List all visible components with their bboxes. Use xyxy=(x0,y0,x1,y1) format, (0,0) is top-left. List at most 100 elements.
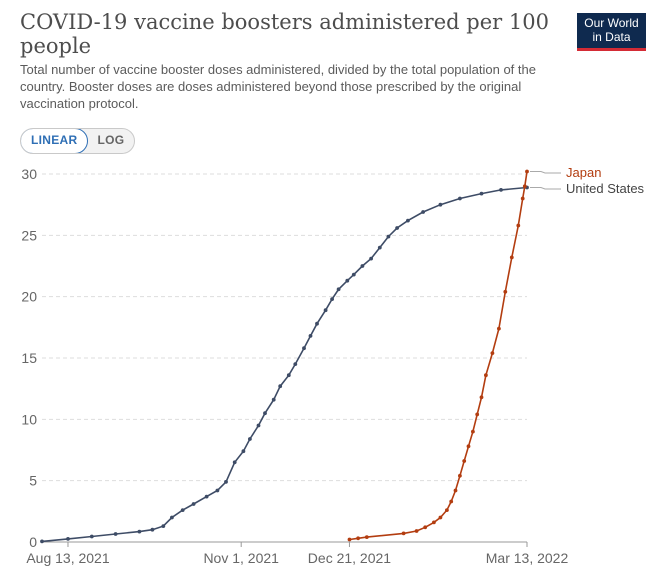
data-point-united-states[interactable] xyxy=(137,529,142,534)
data-point-japan[interactable] xyxy=(458,473,462,478)
data-point-united-states[interactable] xyxy=(180,508,185,512)
scale-toggle: LINEAR LOG xyxy=(20,128,136,154)
series-label-japan[interactable]: Japan xyxy=(566,165,601,180)
logo-line-2: in Data xyxy=(592,30,631,44)
data-point-united-states[interactable] xyxy=(406,218,410,223)
data-point-japan[interactable] xyxy=(449,499,454,504)
data-point-japan[interactable] xyxy=(520,196,525,201)
data-point-united-states[interactable] xyxy=(161,524,166,528)
y-tick-label: 15 xyxy=(21,350,37,366)
data-point-united-states[interactable] xyxy=(308,334,313,338)
data-point-united-states[interactable] xyxy=(386,234,391,239)
data-point-united-states[interactable] xyxy=(232,460,237,465)
data-point-united-states[interactable] xyxy=(150,527,155,532)
data-point-united-states[interactable] xyxy=(302,346,306,351)
log-scale-button[interactable]: LOG xyxy=(97,133,125,147)
data-point-united-states[interactable] xyxy=(499,188,503,192)
series-line-japan[interactable] xyxy=(349,171,528,541)
series-label-united-states[interactable]: United States xyxy=(566,181,645,196)
data-point-united-states[interactable] xyxy=(377,245,382,250)
data-point-japan[interactable] xyxy=(522,184,527,189)
y-tick-label: 20 xyxy=(21,289,37,305)
data-point-japan[interactable] xyxy=(364,535,369,539)
series-japan xyxy=(347,169,529,542)
data-point-united-states[interactable] xyxy=(351,272,356,277)
series-line-united-states[interactable] xyxy=(41,186,528,543)
data-point-united-states[interactable] xyxy=(248,437,252,441)
y-tick-label: 25 xyxy=(21,227,37,243)
data-point-united-states[interactable] xyxy=(271,397,276,402)
data-point-japan[interactable] xyxy=(471,429,475,434)
y-tick-label: 0 xyxy=(29,534,37,550)
chart-title: COVID-19 vaccine boosters administered p… xyxy=(20,10,549,58)
label-connector-japan xyxy=(530,171,561,174)
linear-scale-button[interactable]: LINEAR xyxy=(21,129,89,153)
data-point-united-states[interactable] xyxy=(89,534,94,539)
grid-lines xyxy=(42,173,527,543)
data-point-united-states[interactable] xyxy=(323,308,328,313)
y-tick-label: 5 xyxy=(29,473,37,489)
data-point-japan[interactable] xyxy=(432,520,436,525)
y-tick-label: 30 xyxy=(21,166,37,182)
data-point-japan[interactable] xyxy=(516,223,521,228)
data-point-united-states[interactable] xyxy=(315,321,319,326)
data-point-united-states[interactable] xyxy=(293,362,298,366)
data-point-united-states[interactable] xyxy=(360,264,365,268)
owid-logo[interactable]: Our World in Data xyxy=(577,13,646,51)
data-point-united-states[interactable] xyxy=(113,532,118,536)
x-tick-label: Nov 1, 2021 xyxy=(203,550,279,566)
data-point-japan[interactable] xyxy=(479,395,484,400)
data-point-japan[interactable] xyxy=(414,529,419,533)
data-point-united-states[interactable] xyxy=(458,196,462,201)
y-tick-label: 10 xyxy=(21,411,37,427)
data-point-united-states[interactable] xyxy=(256,423,261,428)
series-united-states xyxy=(40,185,529,544)
data-point-japan[interactable] xyxy=(509,255,514,260)
data-point-united-states[interactable] xyxy=(421,210,425,214)
data-point-japan[interactable] xyxy=(484,373,488,378)
data-point-united-states[interactable] xyxy=(286,373,291,378)
data-point-united-states[interactable] xyxy=(278,384,283,389)
data-point-united-states[interactable] xyxy=(438,202,443,207)
x-axis: Aug 13, 2021 Nov 1, 2021 Dec 21, 2021 Mar 1… xyxy=(26,542,568,566)
data-point-united-states[interactable] xyxy=(479,191,484,196)
data-point-japan[interactable] xyxy=(497,326,501,331)
data-point-japan[interactable] xyxy=(453,488,458,493)
data-point-japan[interactable] xyxy=(445,508,449,512)
data-point-united-states[interactable] xyxy=(369,256,373,261)
data-point-united-states[interactable] xyxy=(395,226,399,230)
data-point-united-states[interactable] xyxy=(215,488,220,493)
data-point-united-states[interactable] xyxy=(191,502,196,506)
data-point-japan[interactable] xyxy=(462,459,467,463)
label-connector-united-states xyxy=(530,186,561,190)
data-point-united-states[interactable] xyxy=(66,537,70,541)
data-point-united-states[interactable] xyxy=(345,278,350,283)
data-point-united-states[interactable] xyxy=(263,411,267,416)
data-point-united-states[interactable] xyxy=(336,287,341,292)
data-point-japan[interactable] xyxy=(503,289,508,294)
data-point-united-states[interactable] xyxy=(170,515,174,520)
data-point-united-states[interactable] xyxy=(204,494,209,499)
data-point-japan[interactable] xyxy=(475,412,480,417)
data-point-japan[interactable] xyxy=(490,351,495,355)
data-point-japan[interactable] xyxy=(525,169,529,174)
data-point-japan[interactable] xyxy=(401,531,406,536)
series-group xyxy=(40,169,529,544)
data-point-united-states[interactable] xyxy=(40,539,44,544)
data-point-united-states[interactable] xyxy=(241,449,246,454)
x-tick-label: Dec 21, 2021 xyxy=(308,550,391,566)
chart-subtitle: Total number of vaccine booster doses ad… xyxy=(20,62,536,111)
data-point-japan[interactable] xyxy=(438,515,443,520)
logo-line-1: Our World xyxy=(584,16,639,30)
x-tick-label: Aug 13, 2021 xyxy=(26,550,110,566)
data-point-united-states[interactable] xyxy=(224,480,228,484)
data-point-japan[interactable] xyxy=(466,444,471,449)
x-tick-label: Mar 13, 2022 xyxy=(486,550,569,566)
data-point-japan[interactable] xyxy=(347,537,352,542)
data-point-united-states[interactable] xyxy=(330,297,334,301)
y-axis: 0 5 10 15 20 25 30 xyxy=(21,166,37,550)
data-point-japan[interactable] xyxy=(423,525,428,530)
data-point-japan[interactable] xyxy=(356,536,360,541)
